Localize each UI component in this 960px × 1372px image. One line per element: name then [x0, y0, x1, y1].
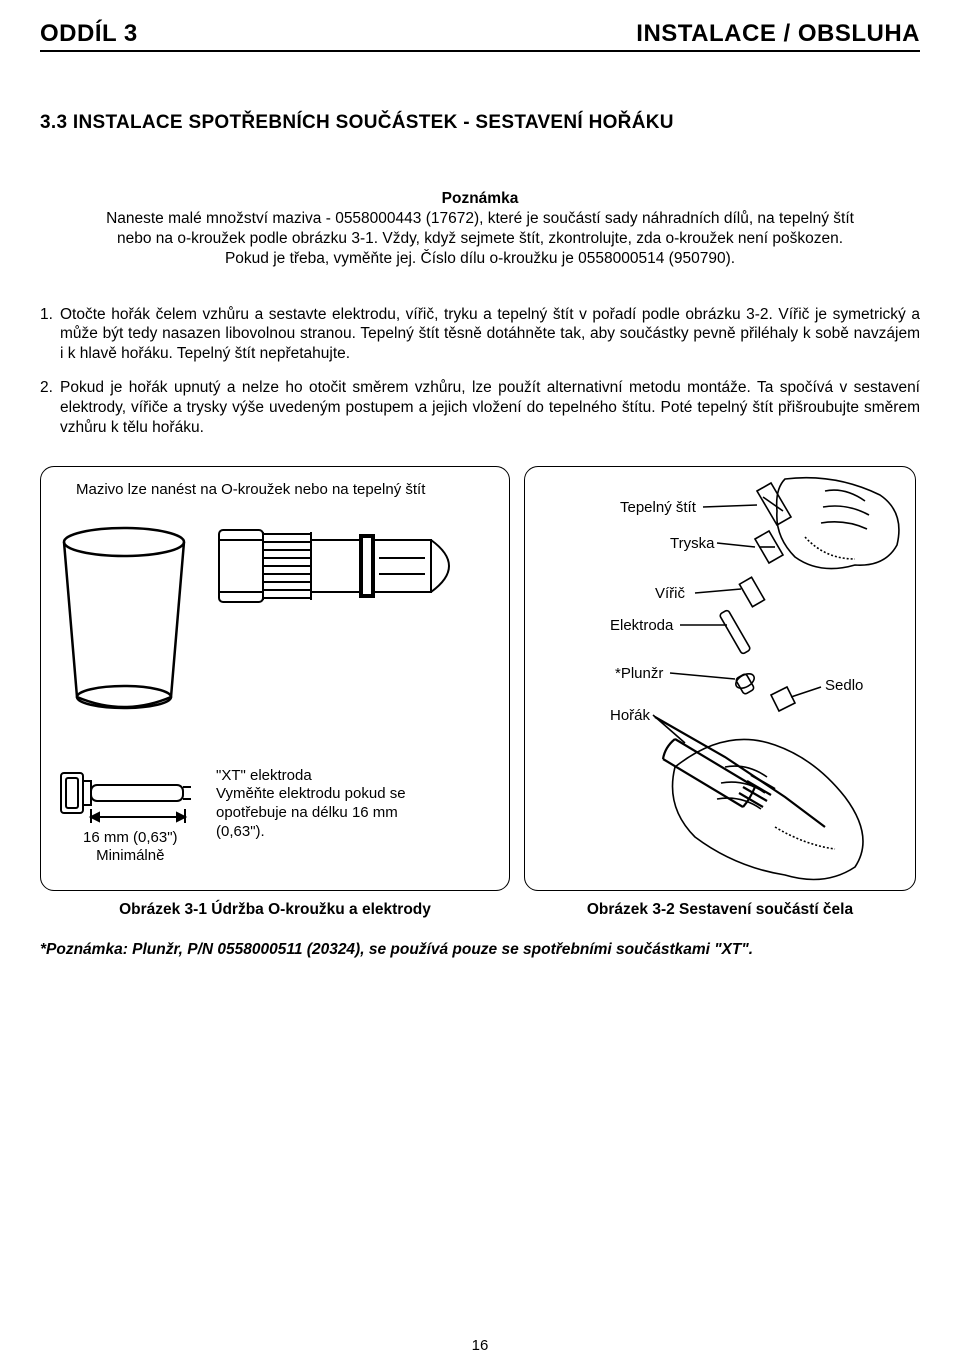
fig-right-col: Tepelný štít Tryska Vířič Elektroda *Plu…	[524, 466, 916, 919]
step-number: 2.	[40, 378, 60, 437]
section-heading: 3.3 INSTALACE SPOTŘEBNÍCH SOUČÁSTEK - SE…	[40, 112, 920, 134]
min-length-label: 16 mm (0,63") Minimálně	[83, 829, 178, 865]
header-section-right: INSTALACE / OBSLUHA	[636, 20, 920, 48]
note-body: Naneste malé množství maziva - 055800044…	[106, 210, 854, 267]
step-text: Otočte hořák čelem vzhůru a sestavte ele…	[60, 305, 920, 364]
min-length-word: Minimálně	[96, 847, 164, 864]
header-section-left: ODDÍL 3	[40, 20, 138, 48]
lube-label: Mazivo lze nanést na O-kroužek nebo na t…	[76, 481, 425, 498]
footnote: *Poznámka: Plunžr, P/N 0558000511 (20324…	[40, 941, 920, 959]
xt-electrode-text: "XT" elektroda Vyměňte elektrodu pokud s…	[216, 767, 426, 842]
figure-right-caption: Obrázek 3-2 Sestavení součástí čela	[524, 901, 916, 919]
assembly-illustration	[525, 467, 917, 892]
page-number: 16	[0, 1337, 960, 1354]
step-list: 1. Otočte hořák čelem vzhůru a sestavte …	[40, 305, 920, 438]
step-item: 2. Pokud je hořák upnutý a nelze ho otoč…	[40, 378, 920, 437]
figure-left-caption: Obrázek 3-1 Údržba O-kroužku a elektrody	[40, 901, 510, 919]
electrode-illustration	[59, 765, 209, 835]
step-number: 1.	[40, 305, 60, 364]
fig-left-col: Mazivo lze nanést na O-kroužek nebo na t…	[40, 466, 510, 919]
figure-left-box: Mazivo lze nanést na O-kroužek nebo na t…	[40, 466, 510, 891]
oring-cup-illustration	[49, 512, 499, 732]
figures-row: Mazivo lze nanést na O-kroužek nebo na t…	[40, 466, 920, 919]
note-title: Poznámka	[100, 189, 860, 209]
min-length-value: 16 mm (0,63")	[83, 829, 178, 846]
figure-right-box: Tepelný štít Tryska Vířič Elektroda *Plu…	[524, 466, 916, 891]
step-item: 1. Otočte hořák čelem vzhůru a sestavte …	[40, 305, 920, 364]
xt-electrode-body: "XT" elektroda Vyměňte elektrodu pokud s…	[216, 767, 406, 840]
page-header: ODDÍL 3 INSTALACE / OBSLUHA	[40, 20, 920, 52]
note-block: Poznámka Naneste malé množství maziva - …	[100, 189, 860, 270]
step-text: Pokud je hořák upnutý a nelze ho otočit …	[60, 378, 920, 437]
